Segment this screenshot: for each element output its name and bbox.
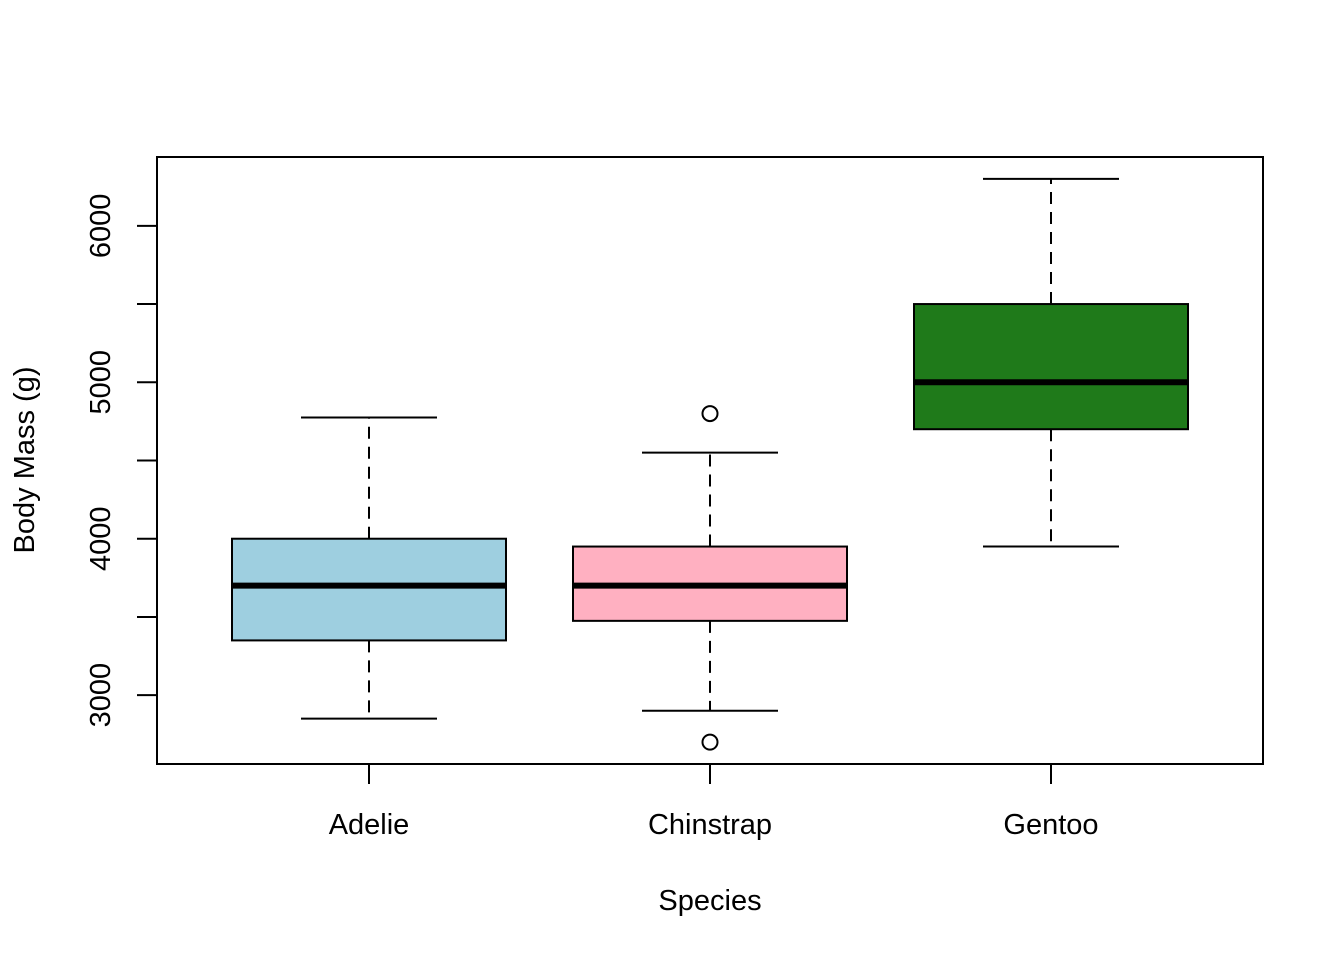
iqr-box-gentoo [913,303,1189,431]
y-axis: 3000 4000 5000 6000 [85,194,157,728]
y-tick-label-4000: 4000 [85,506,117,571]
box-series [231,177,1189,751]
x-tick-label-gentoo: Gentoo [1003,809,1098,841]
x-tick-label-adelie: Adelie [329,809,410,841]
y-tick-label-5000: 5000 [85,350,117,415]
x-axis: Adelie Chinstrap Gentoo [329,764,1099,841]
x-axis-label: Species [658,885,761,917]
outlier-chinstrap-0 [701,405,719,423]
box-chinstrap [572,405,848,751]
box-gentoo [913,177,1189,548]
y-tick-label-6000: 6000 [85,194,117,259]
iqr-box-adelie [231,537,507,642]
box-adelie [231,416,507,720]
y-axis-label: Body Mass (g) [9,367,41,554]
y-tick-label-3000: 3000 [85,663,117,728]
x-tick-label-chinstrap: Chinstrap [648,809,772,841]
outlier-chinstrap-1 [701,733,719,751]
